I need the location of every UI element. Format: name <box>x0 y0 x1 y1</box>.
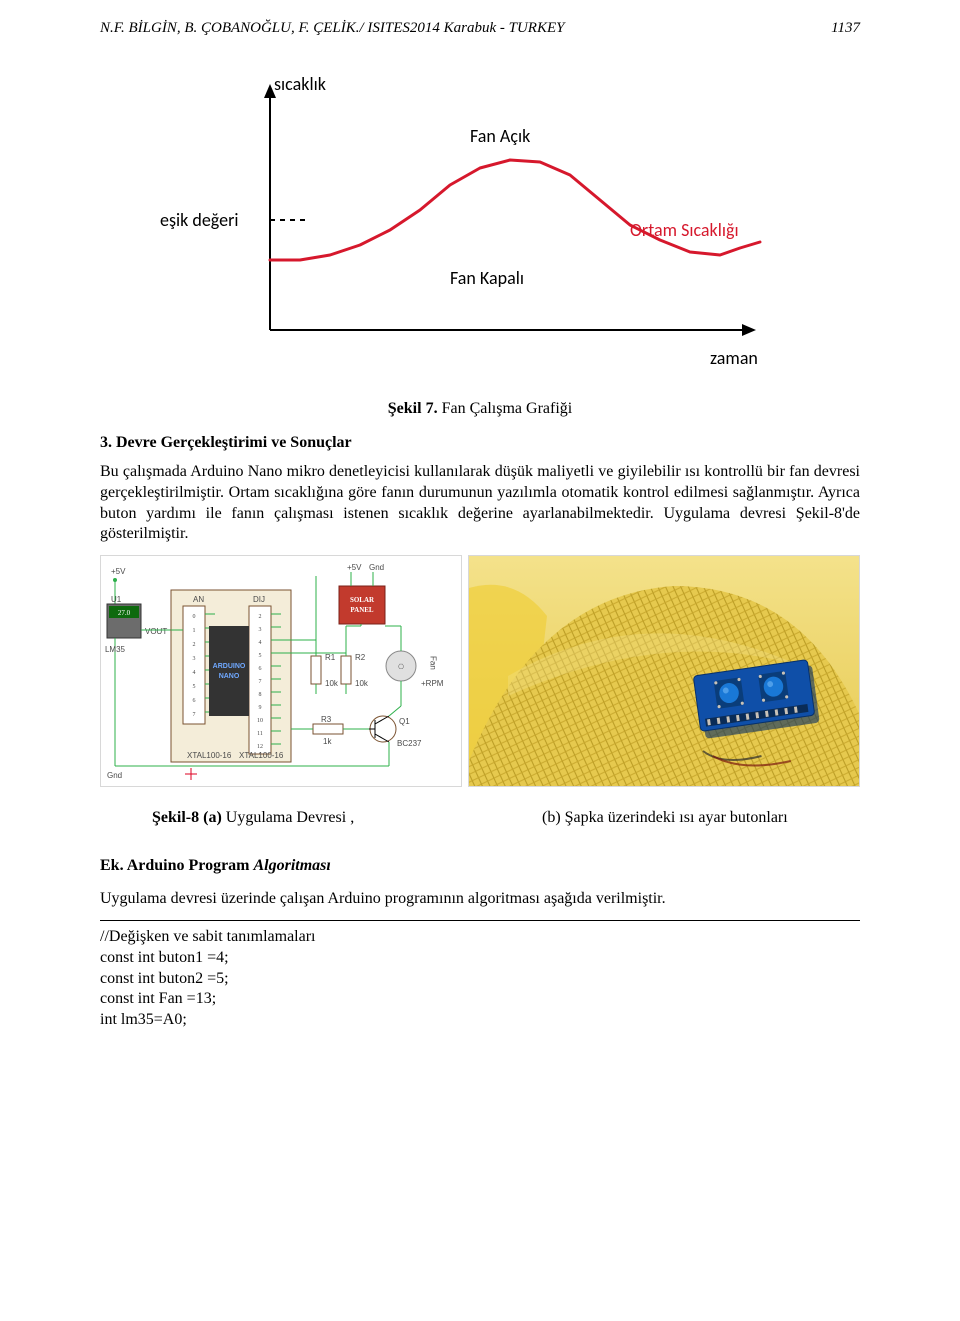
appendix-heading-bold: Ek. Arduino Program <box>100 857 254 874</box>
figure-7-caption: Şekil 7. Fan Çalışma Grafiği <box>100 400 860 418</box>
svg-text:10k: 10k <box>325 679 339 688</box>
svg-text:0: 0 <box>193 614 196 620</box>
svg-text:5: 5 <box>259 653 262 659</box>
svg-text:Gnd: Gnd <box>369 563 384 572</box>
svg-text:Q1: Q1 <box>399 717 410 726</box>
appendix-heading: Ek. Arduino Program Algoritması <box>100 857 860 875</box>
svg-text:Gnd: Gnd <box>107 771 122 780</box>
svg-text:3: 3 <box>193 656 196 662</box>
page-header: N.F. BİLGİN, B. ÇOBANOĞLU, F. ÇELİK./ IS… <box>100 20 860 40</box>
figure-8a-label: Şekil-8 (a) <box>152 809 222 826</box>
svg-text:+RPM: +RPM <box>421 679 444 688</box>
figure-8b-photo <box>468 555 860 787</box>
svg-text:R2: R2 <box>355 653 366 662</box>
svg-text:BC237: BC237 <box>397 739 422 748</box>
svg-text:6: 6 <box>259 666 262 672</box>
svg-text:R3: R3 <box>321 715 332 724</box>
appendix-paragraph: Uygulama devresi üzerinde çalışan Arduin… <box>100 889 860 910</box>
svg-text:Fan Açık: Fan Açık <box>470 125 530 147</box>
fan-chart-svg: sıcaklık eşik değeri zaman Fan Açık Fan Kapa… <box>160 70 800 390</box>
appendix-heading-italic: Algoritması <box>254 857 331 874</box>
svg-text:1k: 1k <box>323 737 332 746</box>
svg-text:U1: U1 <box>111 595 122 604</box>
svg-text:3: 3 <box>259 627 262 633</box>
figure-7-number: Şekil 7. <box>388 400 438 417</box>
svg-text:SOLAR: SOLAR <box>350 596 375 604</box>
svg-text:+5V: +5V <box>111 567 126 576</box>
svg-text:6: 6 <box>193 698 196 704</box>
svg-text:VOUT: VOUT <box>145 627 167 636</box>
svg-text:4: 4 <box>193 670 196 676</box>
svg-text:Fan: Fan <box>429 656 438 670</box>
figure-7-text: Fan Çalışma Grafiği <box>438 400 573 417</box>
schematic-svg: +5V27.0U1VOUTGndLM35ANDIJ012345672345678… <box>101 556 461 786</box>
figure-8b-caption: (b) Şapka üzerindeki ısı ayar butonları <box>512 809 860 827</box>
photo-svg <box>469 556 859 786</box>
svg-text:XTAL100-16: XTAL100-16 <box>239 751 284 760</box>
svg-text:10k: 10k <box>355 679 369 688</box>
svg-text:7: 7 <box>259 679 262 685</box>
svg-text:2: 2 <box>193 642 196 648</box>
svg-text:2: 2 <box>259 614 262 620</box>
fan-chart: sıcaklık eşik değeri zaman Fan Açık Fan Kapa… <box>160 70 800 390</box>
svg-text:DIJ: DIJ <box>253 595 265 604</box>
figure-8a-caption: Şekil-8 (a) Uygulama Devresi , <box>100 809 512 827</box>
svg-text:Fan Kapalı: Fan Kapalı <box>450 267 524 289</box>
svg-text:8: 8 <box>259 692 262 698</box>
svg-text:7: 7 <box>193 712 196 718</box>
code-separator <box>100 920 860 921</box>
svg-text:XTAL100-16: XTAL100-16 <box>187 751 232 760</box>
svg-text:11: 11 <box>257 731 263 737</box>
svg-text:4: 4 <box>259 640 262 646</box>
svg-text:9: 9 <box>259 705 262 711</box>
figure-8-caption-row: Şekil-8 (a) Uygulama Devresi , (b) Şapka… <box>100 809 860 827</box>
svg-text:Ortam Sıcaklığı: Ortam Sıcaklığı <box>630 219 739 241</box>
header-left-text: N.F. BİLGİN, B. ÇOBANOĞLU, F. ÇELİK./ IS… <box>100 20 564 37</box>
figure-8a-text: Uygulama Devresi , <box>222 809 354 826</box>
svg-text:AN: AN <box>193 595 204 604</box>
svg-text:12: 12 <box>257 744 263 750</box>
section-3-heading: 3. Devre Gerçekleştirimi ve Sonuçlar <box>100 434 860 452</box>
svg-text:LM35: LM35 <box>105 645 126 654</box>
svg-text:eşik değeri: eşik değeri <box>160 209 238 231</box>
svg-text:⎔: ⎔ <box>398 663 404 671</box>
svg-text:27.0: 27.0 <box>118 609 131 617</box>
svg-text:5: 5 <box>193 684 196 690</box>
section-3-paragraph: Bu çalışmada Arduino Nano mikro denetley… <box>100 462 860 545</box>
svg-text:zaman: zaman <box>710 347 758 369</box>
svg-text:sıcaklık: sıcaklık <box>274 73 326 95</box>
svg-text:ARDUINO: ARDUINO <box>213 663 246 670</box>
page-number: 1137 <box>831 20 860 37</box>
svg-text:NANO: NANO <box>219 673 240 680</box>
figure-8-row: +5V27.0U1VOUTGndLM35ANDIJ012345672345678… <box>100 555 860 787</box>
svg-text:10: 10 <box>257 718 263 724</box>
svg-text:+5V: +5V <box>347 563 362 572</box>
figure-8a-schematic: +5V27.0U1VOUTGndLM35ANDIJ012345672345678… <box>100 555 462 787</box>
svg-text:R1: R1 <box>325 653 336 662</box>
svg-text:1: 1 <box>193 628 196 634</box>
arduino-code-block: //Değişken ve sabit tanımlamaları const … <box>100 927 860 1031</box>
svg-text:PANEL: PANEL <box>350 606 374 614</box>
